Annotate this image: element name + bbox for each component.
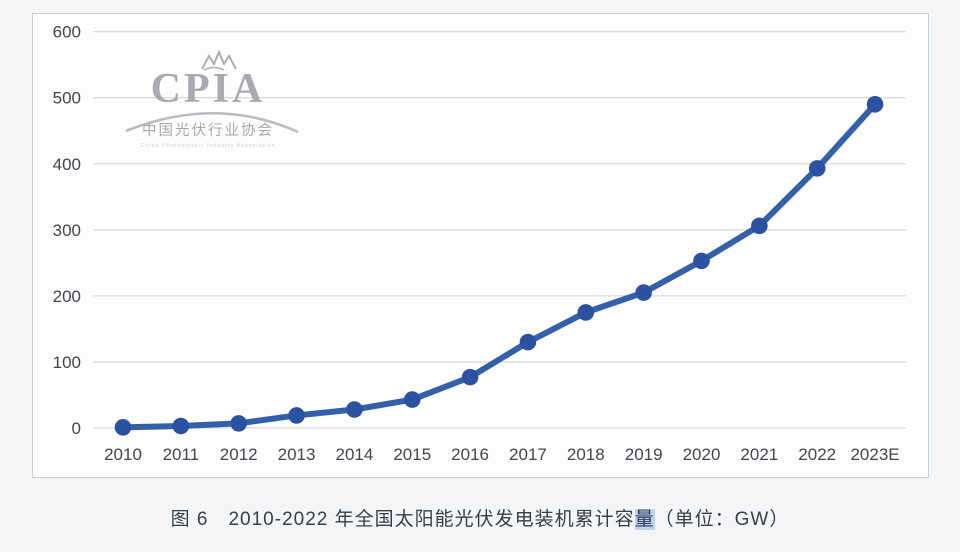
x-axis-label: 2012 [220, 445, 258, 464]
series-line [120, 101, 879, 431]
data-point [519, 333, 537, 351]
x-axis-label: 2019 [625, 445, 663, 464]
y-tick-label: 0 [72, 419, 81, 438]
data-point [230, 415, 247, 432]
caption-text: 图 6 2010-2022 年全国太阳能光伏发电装机累计容 [170, 509, 635, 530]
caption-highlighted-char: 量 [634, 509, 655, 530]
x-axis-label: 2023E [850, 445, 899, 464]
line-chart: 0 100 200 300 400 500 600 2010 2011 2012 2013 2014 2… [53, 23, 906, 464]
y-tick-label: 500 [53, 89, 81, 108]
x-axis-label: 2010 [104, 445, 142, 464]
x-axis-label: 2021 [740, 445, 778, 464]
data-point [866, 96, 884, 113]
data-point [288, 407, 305, 424]
data-point [403, 391, 421, 408]
y-tick-label: 200 [53, 287, 81, 306]
caption-unit: （单位：GW） [654, 509, 790, 530]
data-point [577, 304, 595, 321]
data-point [808, 160, 826, 177]
x-axis-label: 2013 [278, 445, 316, 464]
data-point [751, 217, 768, 235]
data-point [693, 252, 710, 270]
x-axis-label: 2016 [451, 445, 489, 464]
data-point [114, 419, 132, 436]
data-point [172, 417, 190, 435]
chart-panel: 0 100 200 300 400 500 600 2010 2011 2012 2013 2014 2… [32, 13, 929, 478]
x-axis-label: 2011 [163, 445, 200, 464]
x-axis-label: 2017 [509, 445, 547, 464]
x-axis-label: 2014 [335, 445, 373, 464]
y-tick-label: 300 [53, 221, 81, 240]
y-tick-label: 400 [53, 155, 81, 174]
data-point [346, 401, 363, 418]
y-tick-label: 600 [53, 23, 81, 42]
data-point [635, 284, 652, 301]
data-point [461, 368, 479, 386]
x-axis-label: 2022 [798, 445, 836, 464]
x-axis-label: 2020 [683, 445, 721, 464]
x-axis-label: 2015 [393, 445, 431, 464]
figure-caption: 图 6 2010-2022 年全国太阳能光伏发电装机累计容量（单位：GW） [0, 504, 960, 531]
y-tick-label: 100 [53, 353, 81, 372]
x-axis-label: 2018 [567, 445, 605, 464]
